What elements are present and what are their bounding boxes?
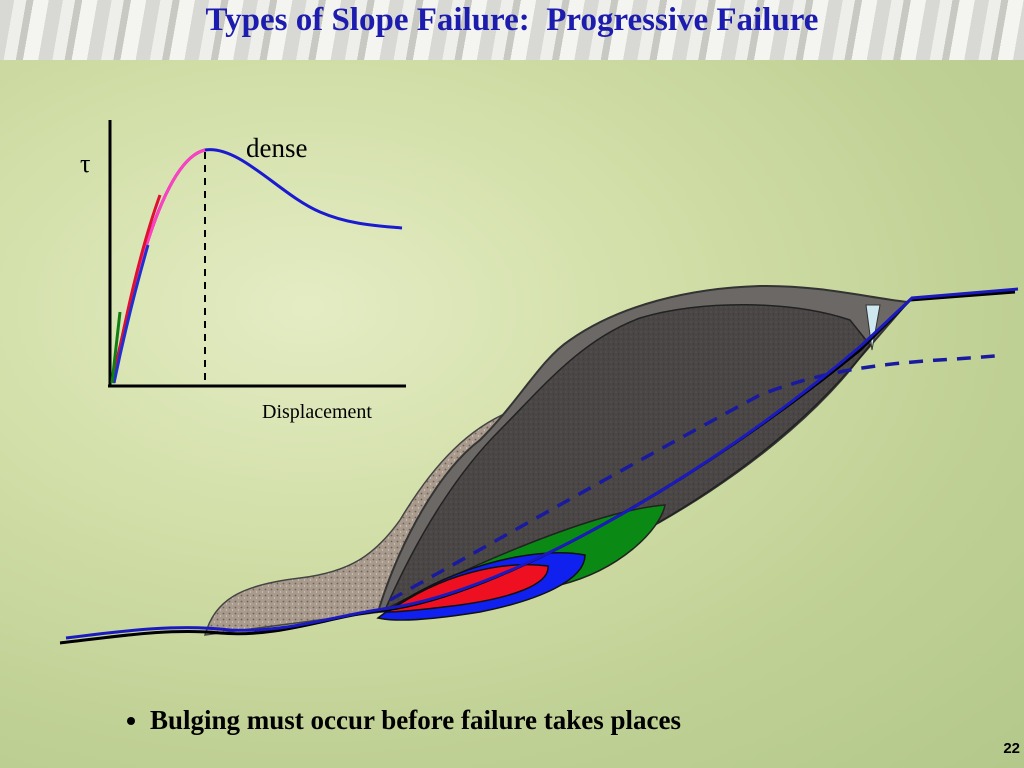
x-axis-label: Displacement	[262, 401, 372, 423]
bullet: Bulging must occur before failure takes …	[150, 705, 681, 736]
stress-graph: τ dense Displacement	[80, 120, 406, 423]
curve-label: dense	[246, 133, 307, 163]
page-number: 22	[1003, 740, 1020, 757]
title-bar: Types of Slope Failure: Progressive Fail…	[0, 0, 1024, 60]
bullet-list: Bulging must occur before failure takes …	[110, 705, 681, 736]
y-axis-label: τ	[80, 149, 90, 178]
slide-title: Types of Slope Failure: Progressive Fail…	[205, 2, 819, 38]
slope-diagram	[59, 284, 1019, 645]
diagram: τ dense Displacement	[59, 120, 1019, 645]
